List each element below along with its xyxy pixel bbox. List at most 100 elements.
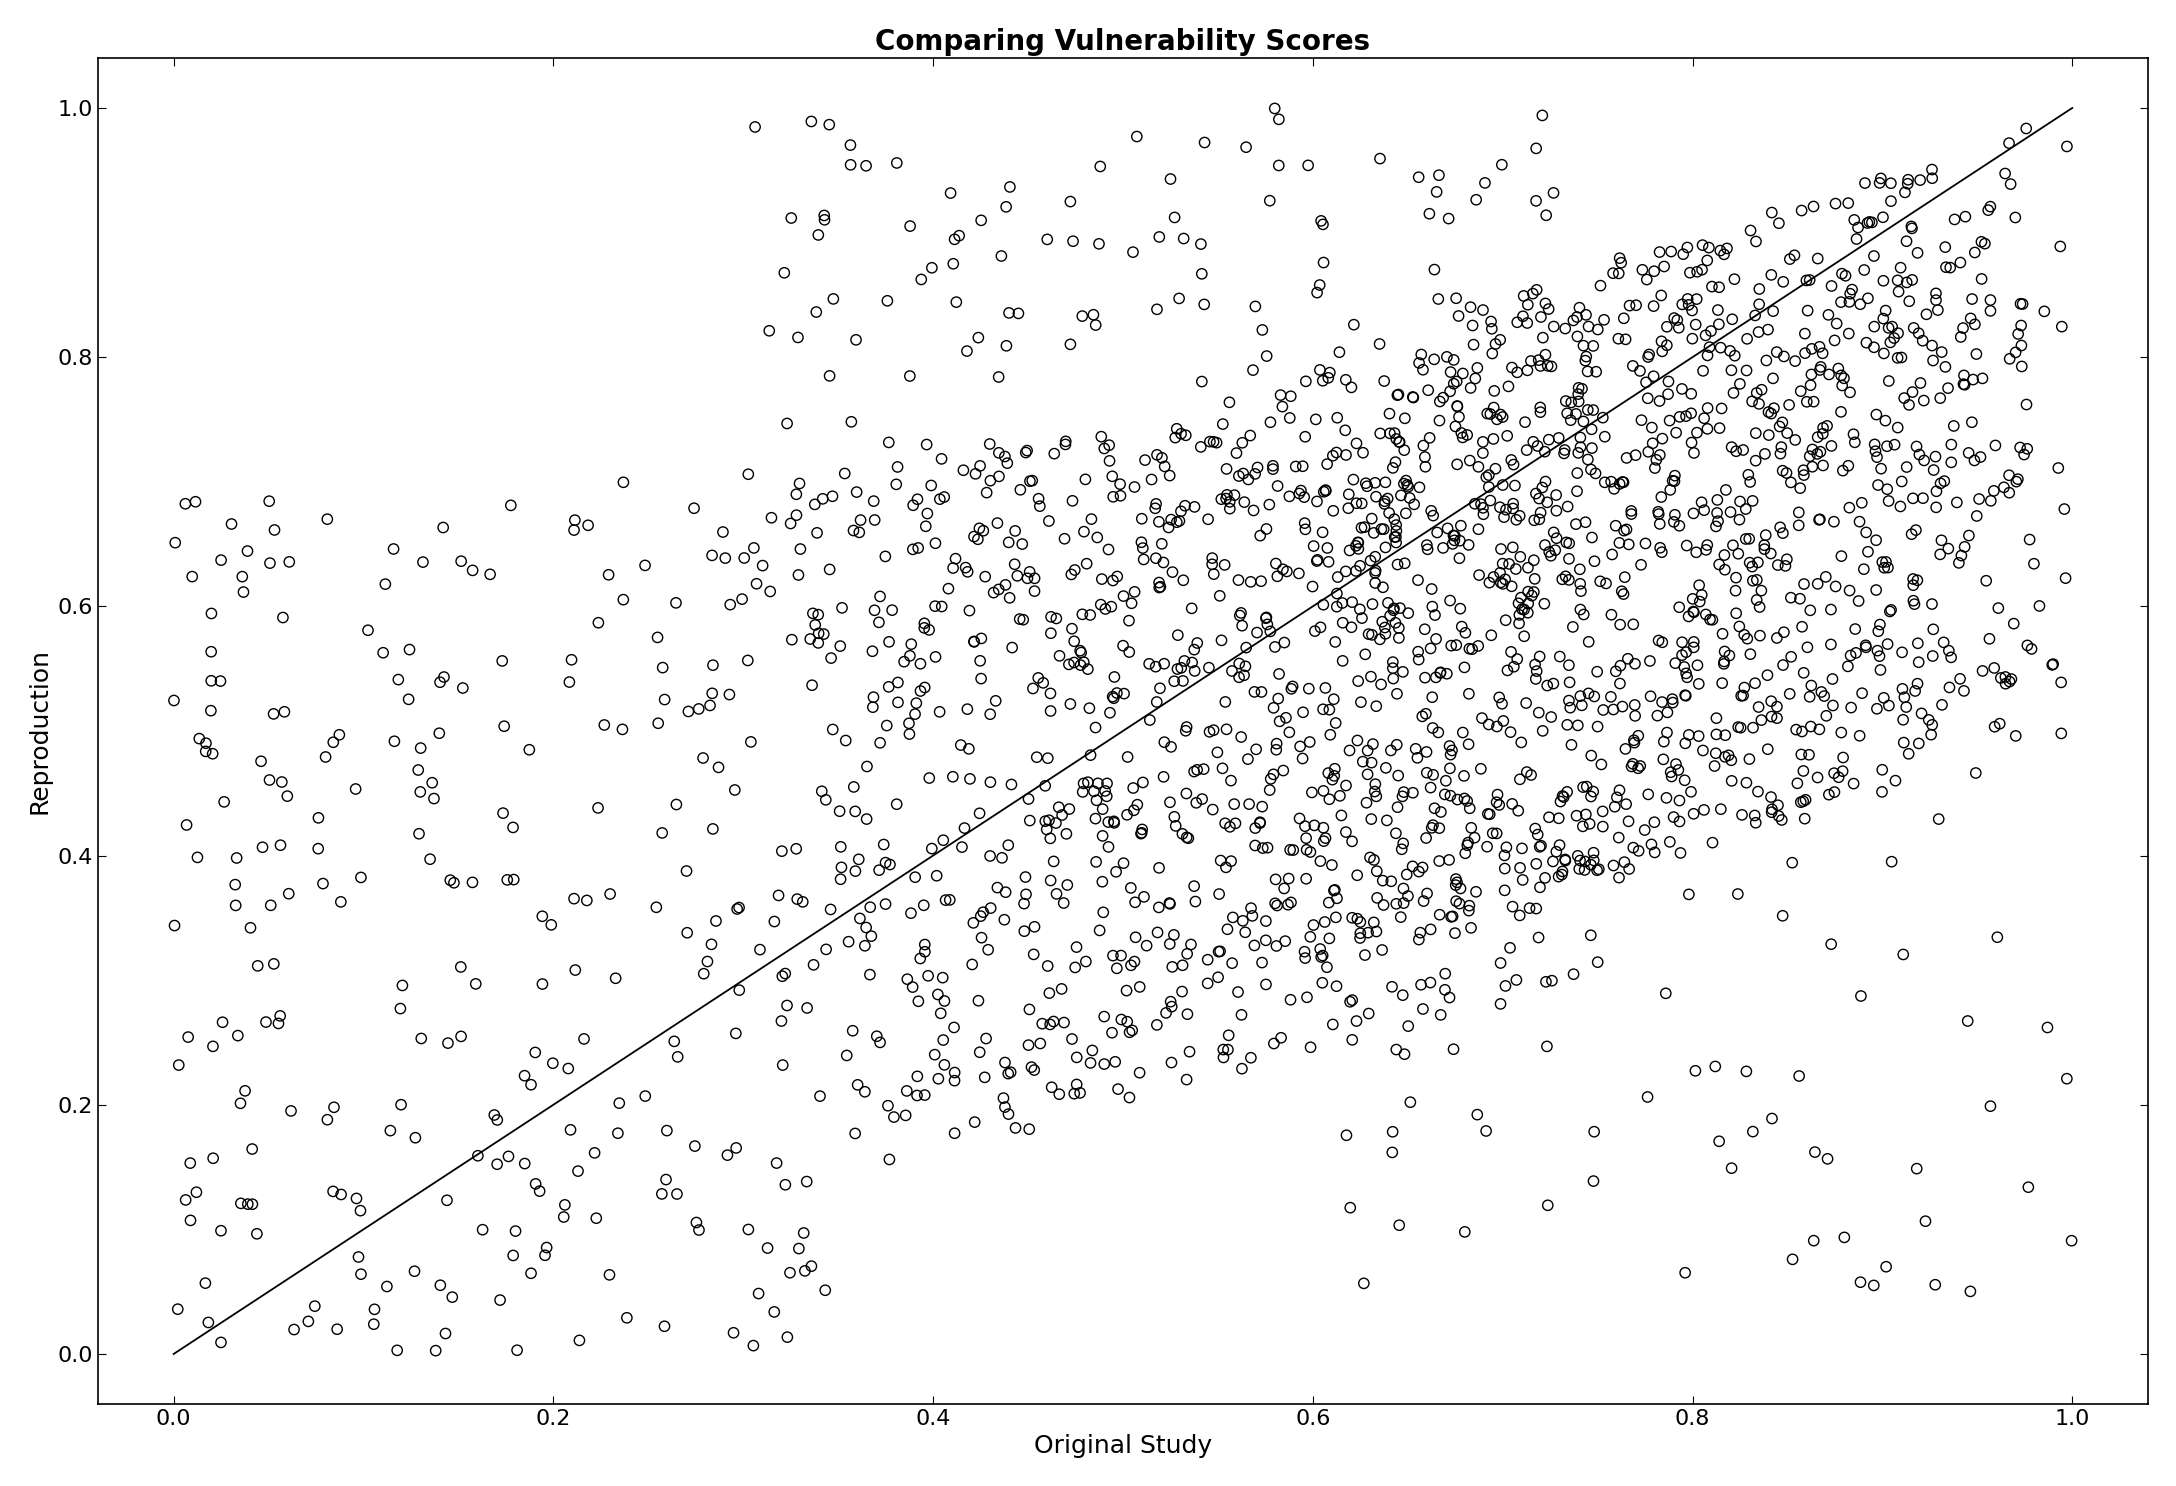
Point [1649, 315, 1684, 339]
Point [1628, 819, 1662, 843]
Point [990, 1061, 1025, 1085]
Point [1016, 1058, 1051, 1082]
Point [1007, 441, 1042, 465]
Point [1225, 614, 1260, 637]
Point [1486, 844, 1521, 868]
Point [1604, 251, 1639, 275]
Point [1336, 312, 1371, 336]
Point [1586, 799, 1621, 823]
Point [1989, 672, 2024, 695]
Point [1295, 780, 1330, 804]
Point [1075, 1039, 1110, 1062]
Point [1282, 734, 1316, 758]
Point [1023, 1031, 1058, 1055]
Point [1438, 889, 1473, 912]
Point [1734, 554, 1769, 578]
Point [1390, 884, 1425, 908]
Point [1656, 306, 1691, 330]
Point [1443, 514, 1478, 538]
Point [1919, 480, 1954, 504]
Point [1528, 591, 1562, 615]
Point [1253, 410, 1288, 434]
Point [1349, 791, 1384, 814]
Point [1410, 379, 1445, 403]
Point [1203, 939, 1238, 963]
Point [999, 519, 1034, 542]
Point [1471, 802, 1506, 826]
Point [1602, 779, 1636, 802]
Point [1741, 293, 1776, 317]
Point [1743, 578, 1778, 602]
Point [1495, 535, 1530, 559]
Point [929, 889, 964, 912]
Point [938, 1068, 973, 1092]
Point [718, 1021, 753, 1045]
Point [1786, 661, 1821, 685]
Point [838, 859, 873, 883]
Point [1512, 896, 1547, 920]
Point [899, 1083, 934, 1107]
Point [205, 1010, 239, 1034]
Point [805, 779, 840, 802]
Point [1562, 572, 1597, 596]
Point [1691, 343, 1726, 367]
Point [1895, 217, 1930, 241]
Point [1504, 597, 1538, 621]
Point [205, 1219, 239, 1242]
Point [1410, 740, 1445, 764]
Point [1662, 596, 1697, 620]
Point [272, 881, 307, 905]
Point [1153, 1051, 1188, 1074]
Point [1240, 456, 1275, 480]
Point [557, 519, 592, 542]
Point [1238, 834, 1273, 857]
Point [1158, 814, 1192, 838]
Point [1169, 715, 1203, 739]
Point [1628, 532, 1662, 556]
Point [1891, 172, 1926, 196]
Point [1676, 501, 1710, 525]
Point [403, 736, 437, 759]
Point [1297, 912, 1332, 936]
Point [1865, 550, 1900, 574]
Point [422, 670, 457, 694]
Point [1832, 321, 1867, 345]
Point [1667, 768, 1702, 792]
Point [1660, 758, 1695, 782]
Point [239, 954, 274, 978]
Point [1214, 850, 1249, 874]
Point [1242, 523, 1277, 547]
Point [1351, 623, 1386, 646]
Point [268, 700, 302, 724]
Point [1382, 764, 1417, 788]
Point [994, 773, 1029, 796]
Point [561, 1328, 596, 1352]
Point [1765, 410, 1800, 434]
Point [1547, 785, 1582, 808]
Point [1943, 667, 1978, 691]
Point [1358, 571, 1393, 594]
Point [1380, 553, 1414, 577]
Point [698, 909, 733, 933]
Point [1850, 539, 1884, 563]
Point [1813, 633, 1847, 657]
Point [1166, 568, 1201, 591]
Point [1177, 874, 1212, 898]
Point [1569, 802, 1604, 826]
Point [1739, 303, 1773, 327]
Point [213, 513, 248, 536]
Point [1090, 771, 1125, 795]
Point [873, 853, 907, 877]
Point [1058, 1082, 1092, 1106]
Point [862, 859, 897, 883]
Point [1878, 432, 1913, 456]
Point [801, 621, 836, 645]
Point [1715, 533, 1750, 557]
Point [1510, 556, 1545, 580]
Point [1251, 835, 1286, 859]
Point [1732, 218, 1767, 242]
Point [1021, 666, 1055, 690]
Point [1571, 398, 1606, 422]
Point [1658, 464, 1693, 487]
Point [1584, 752, 1619, 776]
